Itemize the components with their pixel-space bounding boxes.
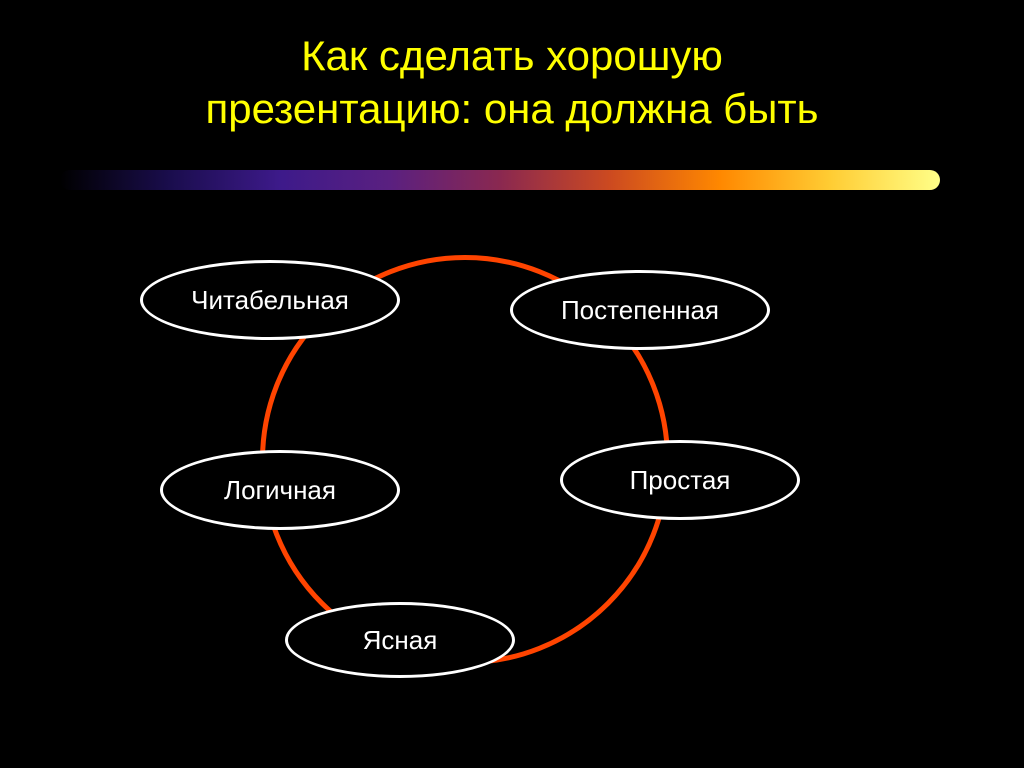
concept-node-label: Логичная xyxy=(224,475,336,506)
concept-node: Логичная xyxy=(160,450,400,530)
concept-node-label: Ясная xyxy=(363,625,438,656)
concept-node: Простая xyxy=(560,440,800,520)
diagram-container: Читабельная Постепенная Логичная Простая Ясн… xyxy=(0,0,1024,768)
concept-node: Ясная xyxy=(285,602,515,678)
concept-node-label: Постепенная xyxy=(561,295,719,326)
concept-node: Постепенная xyxy=(510,270,770,350)
concept-node: Читабельная xyxy=(140,260,400,340)
concept-node-label: Читабельная xyxy=(191,285,349,316)
concept-node-label: Простая xyxy=(630,465,731,496)
